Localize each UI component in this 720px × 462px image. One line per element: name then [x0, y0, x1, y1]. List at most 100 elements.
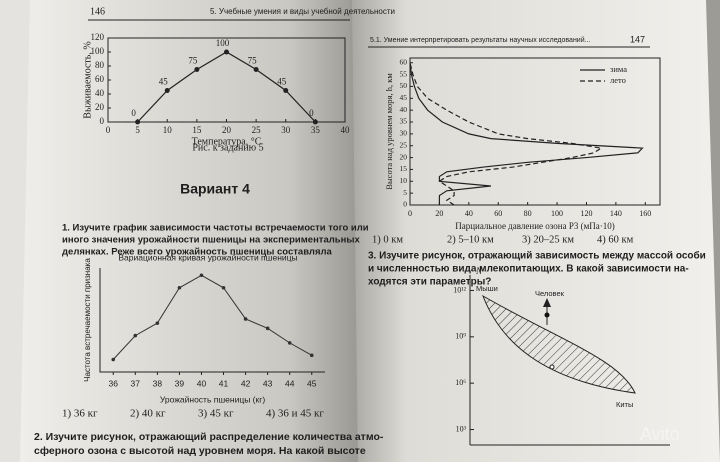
y-tick-label: 10 [400, 176, 408, 185]
figure-3: 0 5 10 15 20 25 30 35 40 45 50 55 60 0 20 40 60 80 100 120 1… [384, 57, 661, 231]
plot-frame [409, 57, 661, 206]
x-tick-label: 41 [219, 378, 229, 388]
data-point [133, 333, 138, 338]
chart-title: Вариационная кривая урожайности пшеницы [118, 252, 297, 262]
variant-heading: Вариант 4 [180, 181, 250, 197]
y-tick-label: 80 [95, 60, 105, 70]
running-head: 5.1. Умение интерпретировать результаты … [370, 36, 591, 44]
question-2: 2. Изучите рисунок, отражающий распредел… [34, 431, 384, 457]
x-tick-label: 42 [241, 378, 251, 388]
y-axis-label: N [475, 266, 483, 276]
data-point [177, 285, 182, 290]
axes [99, 268, 325, 373]
y-axis-label: Частота встречаемости признака [83, 258, 92, 382]
caption: Рис. к заданию 5 [192, 142, 263, 153]
figure-2: Вариационная кривая урожайности пшеницы 3… [83, 252, 325, 404]
running-head: 5. Учебные умения и виды учебной деятель… [210, 7, 395, 16]
y-tick-label: 40 [95, 88, 105, 98]
text-line: и численностью вида млекопитающих. В как… [368, 264, 689, 275]
answers-1: 1) 36 кг 2) 40 кг 3) 45 кг 4) 36 и 45 кг [62, 408, 324, 420]
data-line [409, 62, 603, 206]
x-tick-label: 39 [175, 378, 185, 388]
answers-2: 1) 0 км 2) 5–10 км 3) 20–25 км 4) 60 км [372, 234, 634, 245]
x-tick-label: 44 [285, 378, 295, 388]
y-tick-label: 120 [91, 32, 105, 42]
text-line: сферного озона с высотой над уровнем мор… [34, 445, 366, 457]
x-tick-label: 45 [307, 378, 317, 388]
answer: 2) 5–10 км [447, 234, 494, 245]
data-point [287, 341, 292, 345]
y-tick-label: 100 [91, 46, 105, 56]
data-point [309, 353, 314, 358]
x-tick-label: 40 [465, 209, 473, 218]
data-point [224, 49, 229, 55]
figure-label: Мыши [476, 284, 498, 293]
human-point [544, 312, 550, 318]
question-3: 3. Изучите рисунок, отражающий зависимос… [368, 250, 706, 288]
figure-label: Киты [616, 400, 633, 409]
x-tick-label: 100 [551, 209, 563, 218]
y-tick-label: 25 [400, 140, 408, 149]
x-tick-label: 120 [580, 209, 592, 218]
data-point [135, 119, 141, 125]
y-tick-label: 5 [403, 188, 407, 197]
data-point [194, 67, 200, 72]
data-line [409, 62, 644, 205]
y-tick-label: 10⁹ [455, 332, 466, 341]
y-tick-label: 0 [100, 116, 105, 126]
data-point [199, 273, 204, 278]
x-tick-label: 20 [222, 125, 232, 135]
x-tick-label: 37 [131, 378, 141, 388]
data-point [265, 326, 270, 331]
text-line: 2. Изучите рисунок, отражающий распредел… [34, 431, 384, 443]
y-tick-label: 35 [400, 117, 408, 126]
text-line: делянках. Реже всего урожайность пшеницы… [62, 247, 333, 258]
figure-4: 10³ 10⁶ 10⁹ 10¹² N Мыши Человек Киты [453, 266, 670, 446]
y-tick-label: 10⁶ [455, 378, 466, 387]
x-tick-label: 35 [311, 125, 321, 135]
y-tick-label: 45 [400, 93, 408, 102]
data-label: 0 [309, 108, 314, 118]
data-label: 45 [159, 77, 169, 87]
data-point [243, 317, 248, 321]
y-axis-label: Выживаемость, % [82, 41, 93, 118]
x-axis-label: Парциальное давление озона P3 (мПа·10) [455, 221, 615, 231]
x-tick-label: 80 [524, 209, 532, 218]
answer: 4) 60 км [597, 234, 634, 245]
question-1: 1. Изучите график зависимости частоты вс… [62, 223, 369, 258]
watermark: Avito [640, 424, 680, 444]
answer: 1) 36 кг [62, 408, 98, 420]
y-tick-label: 40 [400, 105, 408, 114]
text-line: иного значения урожайности пшеницы на эк… [62, 235, 360, 246]
y-tick-label: 20 [400, 152, 408, 161]
x-tick-label: 36 [109, 378, 119, 388]
x-tick-label: 10 [163, 125, 173, 135]
x-axis-label: Урожайность пшеницы (кг) [160, 394, 265, 404]
figure-label: Человек [535, 289, 565, 298]
data-point [253, 67, 259, 72]
answer: 3) 20–25 км [522, 234, 574, 245]
y-tick-label: 55 [400, 69, 408, 78]
y-tick-label: 30 [400, 129, 408, 138]
open-point [549, 364, 555, 370]
left-page [20, 0, 356, 462]
y-tick-label: 60 [95, 74, 105, 84]
data-line [112, 274, 313, 360]
data-label: 0 [131, 108, 136, 118]
y-tick-label: 15 [400, 164, 408, 173]
data-label: 100 [216, 38, 230, 48]
y-tick-label: 10³ [456, 424, 467, 433]
data-label: 75 [248, 56, 258, 66]
x-tick-label: 5 [135, 125, 140, 135]
page-number: 147 [630, 34, 645, 44]
y-axis-label: Высота над уровнем моря, h, км [384, 73, 394, 190]
data-point [155, 321, 160, 325]
x-axis-label: Температура, °С [192, 136, 262, 147]
data-point [221, 285, 226, 290]
x-tick-label: 0 [408, 209, 412, 218]
x-tick-label: 160 [639, 209, 651, 218]
x-tick-label: 25 [252, 125, 262, 135]
legend-label: лето [610, 75, 626, 85]
text-line: 3. Изучите рисунок, отражающий зависимос… [368, 250, 706, 262]
